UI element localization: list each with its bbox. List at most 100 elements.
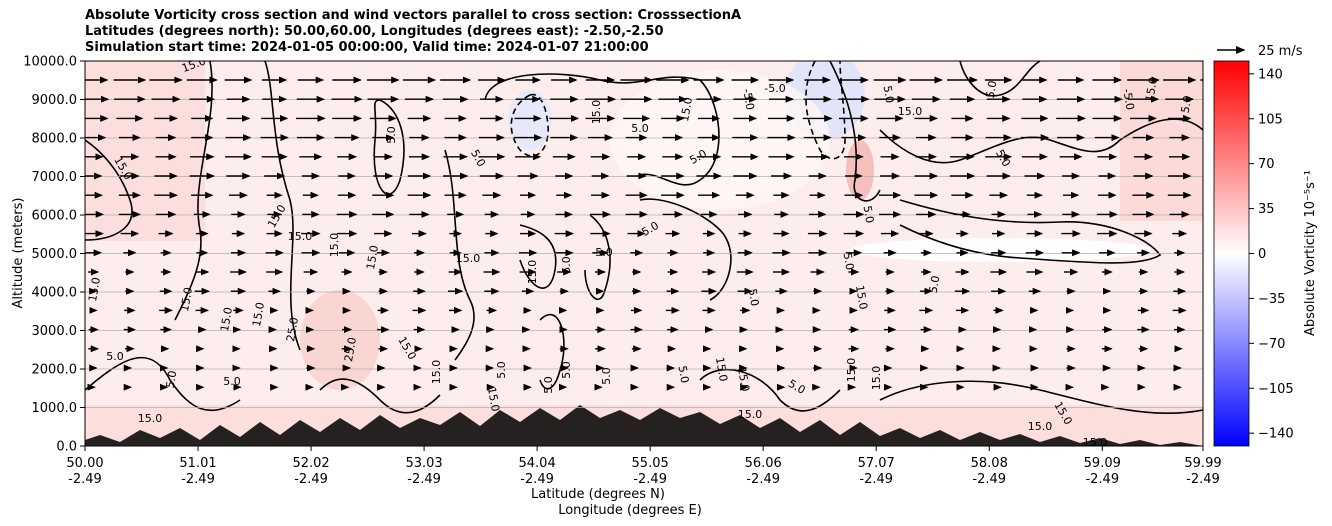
chart-title-line-1: Absolute Vorticity cross section and win… xyxy=(85,8,742,23)
contour-label: 5.0 xyxy=(595,246,613,259)
colorbar-tick-label: 35 xyxy=(1258,202,1275,217)
contour-label: 15.0 xyxy=(590,100,603,125)
contour-label: 15.0 xyxy=(735,366,752,392)
contour-label: 15.0 xyxy=(86,276,103,302)
contour-label: 5.0 xyxy=(385,126,398,144)
contour-lines xyxy=(85,61,1203,415)
x-tick-label-lat: 59.99 xyxy=(1184,456,1221,471)
contour-label: 15.0 xyxy=(218,306,235,332)
vector-key: 25 m/s xyxy=(1217,44,1303,59)
contour-label: 15.0 xyxy=(288,230,313,243)
y-tick-label: 9000.0 xyxy=(32,93,78,108)
contour-label: -5.0 xyxy=(764,82,785,95)
x-tick-label-lat: 53.03 xyxy=(405,456,442,471)
contour-label: 25.0 xyxy=(342,336,359,362)
colorbar-tick-label: −140 xyxy=(1258,427,1294,442)
contour-label: 5.0 xyxy=(542,376,555,394)
x-axis-label-line-1: Latitude (degrees N) xyxy=(531,487,665,502)
contour-label: 5.0 xyxy=(560,361,573,379)
contour-label: 15.0 xyxy=(845,358,858,383)
chart-title-line-3: Simulation start time: 2024-01-05 00:00:… xyxy=(85,40,649,55)
x-tick-label-lat: 56.06 xyxy=(745,456,782,471)
x-tick-label-lat: 50.00 xyxy=(66,456,103,471)
contour-label: 15.0 xyxy=(1028,420,1053,433)
contour-label: 5.0 xyxy=(927,275,943,294)
x-tick-label-lon: -2.49 xyxy=(1085,472,1119,487)
colorbar-tick-label: 105 xyxy=(1258,112,1283,127)
y-tick-label: 3000.0 xyxy=(32,324,78,339)
x-tick-label-lon: -2.49 xyxy=(294,472,328,487)
x-tick-label-lat: 51.01 xyxy=(179,456,216,471)
contour-label: 5.0 xyxy=(746,288,762,307)
y-tick-label: 5000.0 xyxy=(32,247,78,262)
x-tick-label-lat: 55.05 xyxy=(632,456,669,471)
contour-label: 15.0 xyxy=(250,301,267,327)
contour-label: 15.0 xyxy=(1083,436,1108,449)
colorbar-tick-label: −35 xyxy=(1258,292,1285,307)
x-axis: 50.00-2.4951.01-2.4952.02-2.4953.03-2.49… xyxy=(66,446,1222,487)
x-tick-label-lon: -2.49 xyxy=(972,472,1006,487)
contour-label: 15.0 xyxy=(853,284,870,310)
y-tick-label: 7000.0 xyxy=(32,170,78,185)
x-axis-label-line-2: Longitude (degrees E) xyxy=(558,503,702,518)
y-tick-label: 10000.0 xyxy=(23,55,77,70)
terrain-contours xyxy=(85,405,1203,446)
y-tick-label: 8000.0 xyxy=(32,132,78,147)
plot-area: 15.0 15.0 15.0 15.0 15.0 15.0 15.0 15.0 15.0 15.0… xyxy=(84,60,1204,449)
contour-label: 15.0 xyxy=(430,360,443,385)
chart-title-line-2: Latitudes (degrees north): 50.00,60.00, … xyxy=(85,24,664,39)
x-tick-label-lon: -2.49 xyxy=(859,472,893,487)
x-tick-label-lon: -2.49 xyxy=(407,472,441,487)
y-tick-label: 6000.0 xyxy=(32,209,78,224)
x-tick-label-lat: 54.04 xyxy=(519,456,556,471)
vorticity-field: 15.0 15.0 15.0 15.0 15.0 15.0 15.0 15.0 15.0 15.0… xyxy=(85,61,1203,449)
contour-label: 5.0 xyxy=(841,252,857,271)
y-tick-label: 1000.0 xyxy=(32,401,78,416)
x-tick-label-lon: -2.49 xyxy=(1186,472,1220,487)
contour-label: 5.0 xyxy=(631,122,649,135)
contour-label: 15.0 xyxy=(713,356,730,382)
colorbar-tick-label: 0 xyxy=(1258,247,1266,262)
contour-label: 5.0 xyxy=(223,375,241,388)
x-tick-label-lat: 52.02 xyxy=(292,456,329,471)
contour-label: 5.0 xyxy=(106,350,124,363)
vector-key-label: 25 m/s xyxy=(1258,44,1303,59)
contour-label: 5.0 xyxy=(984,80,1000,99)
contour-label: 5.0 xyxy=(600,367,613,385)
contour-label: 15.0 xyxy=(526,260,539,285)
colorbar-tick-label: −105 xyxy=(1258,382,1294,397)
x-tick-label-lon: -2.49 xyxy=(520,472,554,487)
contour-label: 5.0 xyxy=(861,205,877,224)
x-tick-label-lat: 59.09 xyxy=(1084,456,1121,471)
colorbar-tick-label: −70 xyxy=(1258,337,1285,352)
contour-label: 15.0 xyxy=(898,105,923,118)
x-tick-label-lon: -2.49 xyxy=(181,472,215,487)
x-tick-label-lon: -2.49 xyxy=(633,472,667,487)
colorbar-tick-label: 70 xyxy=(1258,157,1275,172)
colorbar-tick-label: 140 xyxy=(1258,67,1283,82)
contour-label: 15.0 xyxy=(138,412,163,425)
contour-label: 5.0 xyxy=(560,256,573,274)
y-axis-label: Altitude (meters) xyxy=(11,198,26,309)
x-tick-label-lat: 58.08 xyxy=(971,456,1008,471)
contour-label: 5.0 xyxy=(676,365,692,384)
contour-label: 15.0 xyxy=(1143,76,1160,102)
wind-vectors xyxy=(85,76,1203,391)
contour-label: 15.0 xyxy=(738,408,763,421)
contour-label: 15.0 xyxy=(870,366,883,391)
contour-label: -5.0 xyxy=(1120,88,1137,111)
x-tick-label-lat: 57.07 xyxy=(858,456,895,471)
contour-label: -5.0 xyxy=(740,88,757,111)
colorbar-label: Absolute Vorticity 10⁻⁵s⁻¹ xyxy=(1303,170,1318,336)
contour-label: 5.0 xyxy=(164,370,180,389)
contour-label: 5.0 xyxy=(881,85,897,104)
contour-label: 25.0 xyxy=(284,316,301,342)
y-tick-label: 2000.0 xyxy=(32,363,78,378)
colorbar-gradient xyxy=(1213,60,1250,447)
y-axis: 0.0 1000.0 2000.0 3000.0 4000.0 5000.0 6000.0 7… xyxy=(23,55,85,455)
colorbar: 140 105 70 35 0 −35 −70 −105 −140 Absolute Vorti… xyxy=(1213,60,1318,447)
contour-label: 15.0 xyxy=(678,96,695,122)
contour-label: 5.0 xyxy=(495,361,508,379)
contour-label: 15.0 xyxy=(328,233,341,258)
